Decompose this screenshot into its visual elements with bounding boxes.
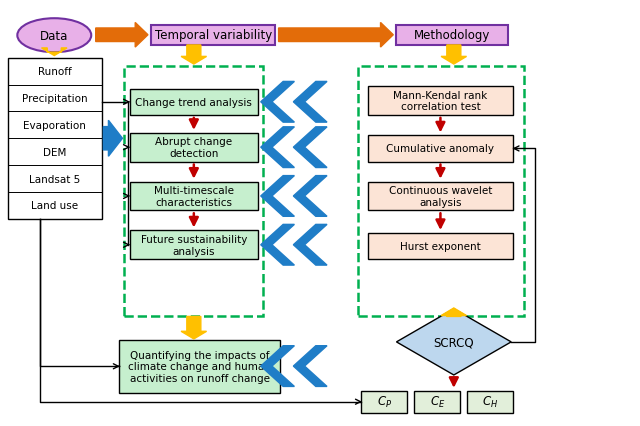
Polygon shape [396, 309, 511, 375]
Text: Change trend analysis: Change trend analysis [136, 98, 252, 107]
FancyBboxPatch shape [119, 340, 280, 393]
FancyBboxPatch shape [130, 182, 257, 211]
Text: Landsat 5: Landsat 5 [29, 174, 81, 184]
FancyBboxPatch shape [151, 26, 275, 46]
Text: Continuous wavelet
analysis: Continuous wavelet analysis [388, 186, 492, 207]
FancyBboxPatch shape [414, 391, 460, 413]
FancyArrow shape [96, 23, 148, 48]
Polygon shape [260, 176, 294, 217]
Text: Cumulative anomaly: Cumulative anomaly [387, 144, 495, 154]
Text: Multi-timescale
characteristics: Multi-timescale characteristics [154, 186, 234, 207]
Polygon shape [260, 82, 294, 123]
FancyBboxPatch shape [368, 233, 513, 259]
FancyArrow shape [181, 46, 207, 65]
Polygon shape [293, 82, 327, 123]
Text: Mann-Kendal rank
correlation test: Mann-Kendal rank correlation test [394, 90, 488, 112]
Polygon shape [293, 127, 327, 168]
FancyBboxPatch shape [130, 89, 257, 115]
Polygon shape [293, 176, 327, 217]
FancyArrow shape [181, 317, 207, 339]
FancyBboxPatch shape [368, 182, 513, 211]
Text: $C_E$: $C_E$ [429, 394, 445, 409]
Polygon shape [260, 127, 294, 168]
Text: Data: Data [40, 29, 68, 43]
FancyBboxPatch shape [362, 391, 407, 413]
Text: Temporal variability: Temporal variability [155, 29, 272, 42]
Text: DEM: DEM [44, 147, 67, 157]
Text: $C_P$: $C_P$ [377, 394, 392, 409]
Ellipse shape [17, 19, 92, 53]
Polygon shape [260, 225, 294, 265]
Text: Precipitation: Precipitation [22, 94, 88, 104]
FancyBboxPatch shape [8, 58, 102, 219]
FancyBboxPatch shape [467, 391, 513, 413]
FancyBboxPatch shape [368, 136, 513, 162]
FancyBboxPatch shape [130, 133, 257, 162]
Text: SCRCQ: SCRCQ [433, 336, 474, 348]
Text: $C_H$: $C_H$ [482, 394, 498, 409]
Text: Hurst exponent: Hurst exponent [400, 242, 481, 251]
FancyArrow shape [42, 49, 67, 56]
FancyArrow shape [441, 46, 467, 65]
Text: Runoff: Runoff [38, 67, 72, 77]
Text: Abrupt change
detection: Abrupt change detection [156, 137, 232, 158]
FancyArrow shape [103, 121, 122, 157]
Text: Land use: Land use [31, 201, 79, 211]
Polygon shape [293, 346, 327, 386]
FancyBboxPatch shape [396, 26, 508, 46]
FancyBboxPatch shape [130, 231, 257, 259]
FancyBboxPatch shape [368, 87, 513, 115]
Polygon shape [293, 225, 327, 265]
Polygon shape [260, 346, 294, 386]
FancyArrow shape [441, 308, 467, 317]
Text: Future sustainability
analysis: Future sustainability analysis [141, 234, 247, 256]
Text: Methodology: Methodology [414, 29, 490, 42]
Text: Evaporation: Evaporation [24, 121, 86, 130]
FancyArrow shape [278, 23, 394, 48]
Text: Quantifying the impacts of
climate change and human
activities on runoff change: Quantifying the impacts of climate chang… [129, 350, 271, 383]
